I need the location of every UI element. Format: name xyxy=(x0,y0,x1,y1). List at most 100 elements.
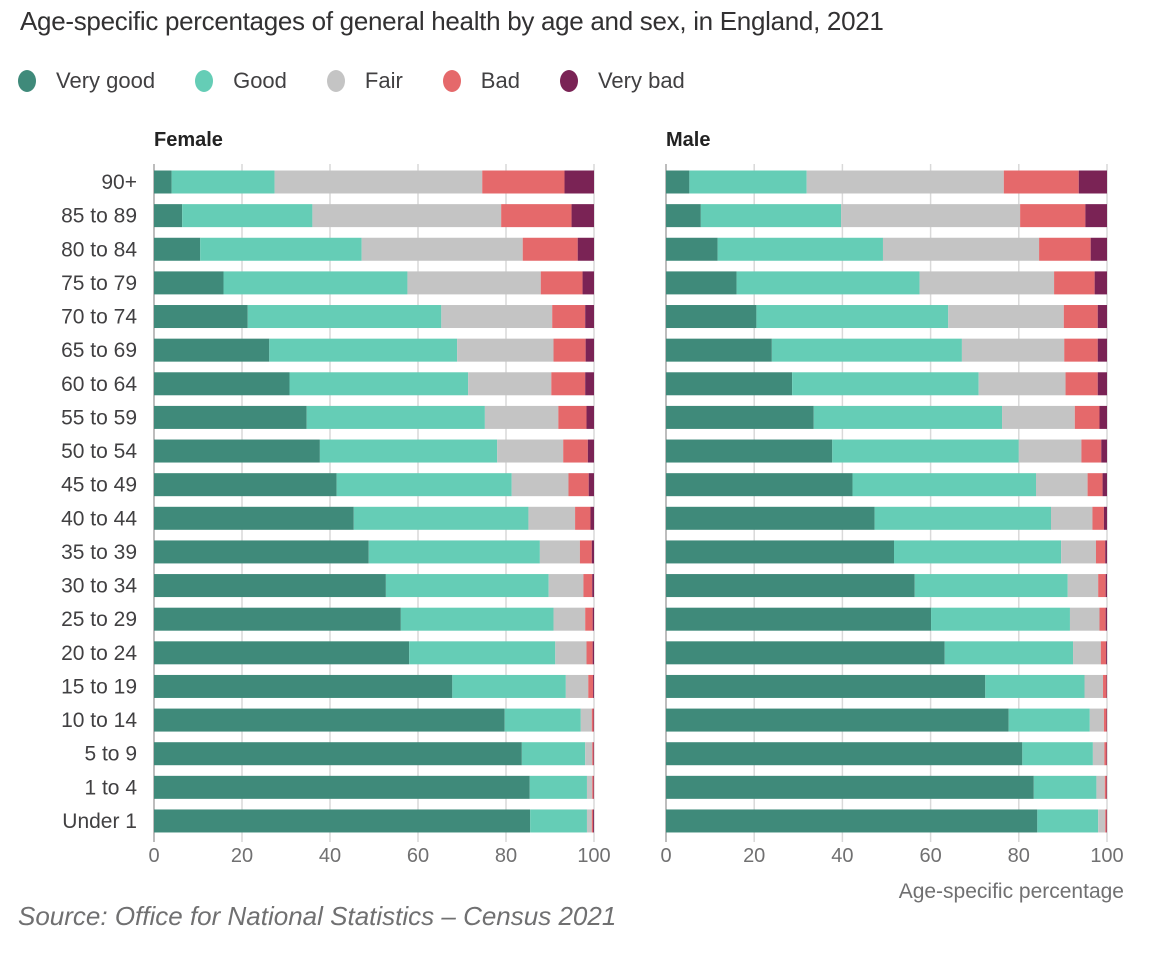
bar-male-75-to-79-very-bad xyxy=(1094,271,1107,295)
legend-item-fair[interactable]: Fair xyxy=(326,68,403,94)
bar-female-25-to-29-bad xyxy=(585,607,593,631)
bar-male-90--good xyxy=(689,170,807,194)
bar-female-25-to-29-good xyxy=(400,607,554,631)
bar-male-90--very-good xyxy=(666,170,690,194)
x-tick-label: 40 xyxy=(319,845,341,867)
bar-male-10-to-14-bad xyxy=(1103,708,1107,732)
bar-male-75-to-79-fair xyxy=(919,271,1055,295)
bar-male-85-to-89-good xyxy=(700,204,842,228)
legend-item-good[interactable]: Good xyxy=(195,68,287,94)
bar-female-75-to-79-good xyxy=(223,271,408,295)
bar-female-80-to-84-very-bad xyxy=(577,237,594,261)
bar-male-65-to-69-fair xyxy=(961,338,1065,362)
bar-female-10-to-14-bad xyxy=(591,708,594,732)
bar-male-75-to-79-good xyxy=(736,271,920,295)
bar-male-35-to-39-very-bad xyxy=(1105,540,1107,564)
bar-male-70-to-74-bad xyxy=(1063,305,1098,329)
bar-female-55-to-59-very-bad xyxy=(586,405,594,429)
x-tick-label: 60 xyxy=(919,845,941,867)
y-tick-label: 55 to 59 xyxy=(61,406,137,429)
bar-male-30-to-34-bad xyxy=(1098,574,1106,598)
bar-female-55-to-59-fair xyxy=(484,405,559,429)
bar-male-20-to-24-very-bad xyxy=(1106,641,1107,665)
y-tick-label: 90+ xyxy=(101,171,137,194)
panel-title-female: Female xyxy=(154,129,223,151)
legend-marker-very-bad-icon xyxy=(559,70,578,92)
bar-male-60-to-64-fair xyxy=(978,372,1066,396)
bar-male-1-to-4-bad xyxy=(1104,775,1107,799)
bar-female-15-to-19-very-bad xyxy=(593,674,594,698)
bar-female-80-to-84-fair xyxy=(361,237,523,261)
bar-male-15-to-19-good xyxy=(985,674,1085,698)
bar-male-50-to-54-very-bad xyxy=(1101,439,1107,463)
bar-male-1-to-4-fair xyxy=(1096,775,1105,799)
y-tick-label: 85 to 89 xyxy=(61,205,137,228)
bar-female-55-to-59-bad xyxy=(558,405,587,429)
bar-female-40-to-44-good xyxy=(353,506,529,530)
source-note: Source: Office for National Statistics –… xyxy=(18,901,617,931)
bar-male-55-to-59-very-good xyxy=(666,405,814,429)
bar-male-20-to-24-bad xyxy=(1100,641,1107,665)
bar-female-35-to-39-very-bad xyxy=(591,540,594,564)
bar-male-80-to-84-very-bad xyxy=(1090,237,1107,261)
bar-female-50-to-54-good xyxy=(319,439,498,463)
chart-title: Age-specific percentages of general heal… xyxy=(20,6,884,36)
bar-male-40-to-44-fair xyxy=(1050,506,1093,530)
legend-marker-good-icon xyxy=(195,70,214,92)
y-tick-label: 25 to 29 xyxy=(61,608,137,631)
bar-male-50-to-54-fair xyxy=(1018,439,1082,463)
bar-female-85-to-89-good xyxy=(182,204,313,228)
x-tick-label: 100 xyxy=(1090,845,1123,867)
bar-female-90--very-bad xyxy=(564,170,594,194)
bar-male-80-to-84-bad xyxy=(1039,237,1091,261)
bar-female-85-to-89-very-bad xyxy=(571,204,594,228)
bar-female-70-to-74-very-bad xyxy=(585,305,594,329)
bar-female-90--bad xyxy=(482,170,565,194)
bar-male-25-to-29-bad xyxy=(1099,607,1106,631)
bar-male-60-to-64-bad xyxy=(1065,372,1098,396)
bar-female-90--very-good xyxy=(154,170,172,194)
legend-item-very-bad[interactable]: Very bad xyxy=(559,68,685,94)
bar-male-25-to-29-good xyxy=(931,607,1070,631)
bar-male-40-to-44-bad xyxy=(1092,506,1104,530)
bar-male-65-to-69-bad xyxy=(1064,338,1098,362)
bar-male-90--bad xyxy=(1003,170,1079,194)
bar-female-30-to-34-bad xyxy=(583,574,593,598)
bar-female-40-to-44-very-good xyxy=(154,506,354,530)
bar-male-35-to-39-fair xyxy=(1061,540,1096,564)
x-tick-label: 20 xyxy=(231,845,253,867)
bar-male-1-to-4-very-good xyxy=(666,775,1034,799)
bar-female-80-to-84-good xyxy=(200,237,362,261)
bar-female-65-to-69-very-good xyxy=(154,338,270,362)
bar-female-under-1-bad xyxy=(591,809,594,833)
bar-female-1-to-4-fair xyxy=(586,775,593,799)
legend: Very good Good Fair Bad Very bad xyxy=(18,64,725,98)
bar-female-30-to-34-very-bad xyxy=(592,574,594,598)
bar-male-45-to-49-fair xyxy=(1035,473,1088,497)
bar-female-5-to-9-good xyxy=(521,742,586,766)
legend-item-bad[interactable]: Bad xyxy=(442,68,520,94)
bar-female-90--fair xyxy=(274,170,483,194)
legend-label: Very bad xyxy=(597,68,685,93)
bar-male-30-to-34-fair xyxy=(1067,574,1099,598)
legend-label: Good xyxy=(233,68,287,93)
bar-female-70-to-74-bad xyxy=(552,305,586,329)
bar-male-15-to-19-fair xyxy=(1084,674,1104,698)
bar-female-55-to-59-very-good xyxy=(154,405,307,429)
bar-female-65-to-69-fair xyxy=(457,338,554,362)
y-tick-label: 30 to 34 xyxy=(61,575,137,598)
x-tick-label: 20 xyxy=(743,845,765,867)
bar-male-50-to-54-very-good xyxy=(666,439,833,463)
bar-female-20-to-24-good xyxy=(409,641,556,665)
bar-female-35-to-39-bad xyxy=(579,540,592,564)
bar-female-85-to-89-bad xyxy=(501,204,572,228)
bar-male-45-to-49-very-good xyxy=(666,473,853,497)
bar-female-60-to-64-bad xyxy=(551,372,586,396)
bar-male-65-to-69-very-good xyxy=(666,338,772,362)
legend-item-very-good[interactable]: Very good xyxy=(18,68,155,94)
y-tick-label: 65 to 69 xyxy=(61,339,137,362)
bar-male-1-to-4-good xyxy=(1033,775,1097,799)
bar-female-25-to-29-very-bad xyxy=(592,607,594,631)
bar-male-45-to-49-good xyxy=(852,473,1036,497)
